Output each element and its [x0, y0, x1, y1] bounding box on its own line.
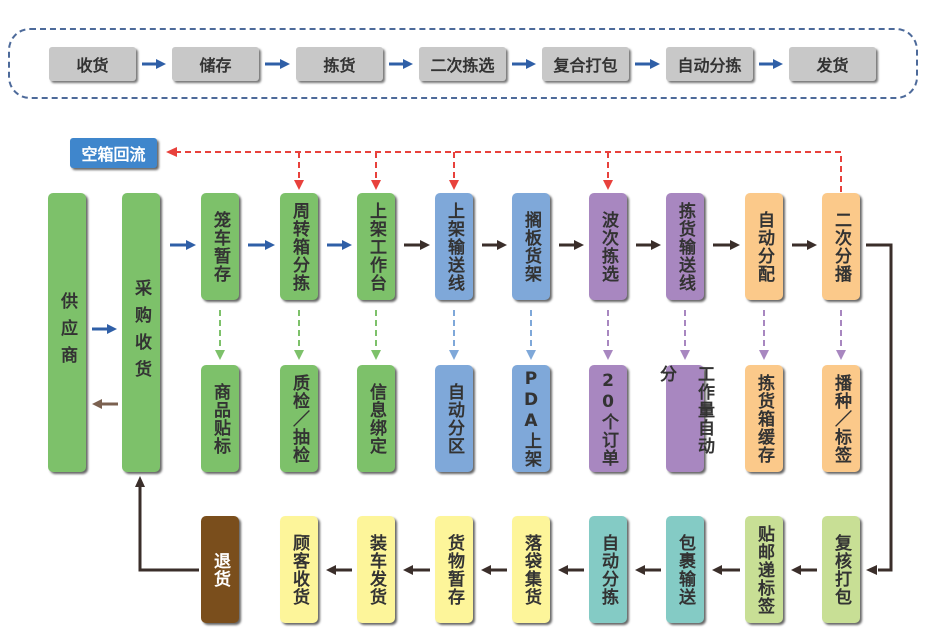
detail-node: 质检／抽检	[280, 365, 318, 472]
shipping-node: 顾客收货	[280, 516, 318, 623]
header-step: 二次拣选	[419, 47, 506, 81]
arrowhead	[526, 350, 536, 360]
arrowhead	[497, 240, 507, 250]
header-step: 拣货	[296, 47, 383, 81]
arrowhead	[730, 240, 740, 250]
process-node: 二次分播	[822, 193, 860, 300]
arrowhead	[712, 565, 722, 575]
process-node: 上架工作台	[357, 193, 395, 300]
arrowhead	[166, 147, 177, 157]
arrowhead	[403, 565, 413, 575]
arrowhead	[651, 240, 661, 250]
arrowhead	[403, 59, 413, 69]
arrowhead	[280, 59, 290, 69]
process-node: 上架输送线	[435, 193, 473, 300]
detail-node: 工作量自动分	[656, 365, 714, 472]
process-node: 拣货输送线	[666, 193, 704, 300]
header-step: 复合打包	[542, 47, 629, 81]
arrowhead	[635, 565, 645, 575]
arrowhead	[294, 180, 304, 190]
detail-node: PDA上架	[512, 365, 550, 472]
arrowhead	[866, 565, 877, 575]
arrowhead	[215, 350, 225, 360]
arrowhead	[92, 399, 102, 409]
arrowhead	[265, 240, 275, 250]
arrowhead	[807, 240, 817, 250]
header-step: 收货	[49, 47, 136, 81]
arrowhead	[680, 350, 690, 360]
detail-node: 商品贴标	[201, 365, 239, 472]
detail-node: 信息绑定	[357, 365, 395, 472]
purchase-receiving-node: 采购收货	[122, 193, 160, 472]
shipping-node: 包裹输送	[666, 516, 704, 623]
supplier-node: 供应商	[48, 193, 86, 472]
arrowhead	[773, 59, 783, 69]
process-node: 笼车暂存	[201, 193, 239, 300]
arrowhead	[135, 476, 145, 487]
shipping-node: 自动分拣	[589, 516, 627, 623]
detail-node: 自动分区	[435, 365, 473, 472]
arrowhead	[342, 240, 352, 250]
arrowhead	[574, 240, 584, 250]
arrowhead	[558, 565, 568, 575]
arrowhead	[650, 59, 660, 69]
process-node: 自动分配	[745, 193, 783, 300]
shipping-node: 退货	[201, 516, 239, 623]
arrowhead	[326, 565, 336, 575]
arrowhead	[481, 565, 491, 575]
arrowhead	[791, 565, 801, 575]
return-line	[138, 486, 199, 572]
shipping-node: 货物暂存	[435, 516, 473, 623]
top-flow-frame	[8, 28, 918, 99]
empty-box-return-node: 空箱回流	[70, 138, 157, 168]
arrowhead	[836, 350, 846, 360]
detail-node: 播种／标签	[822, 365, 860, 472]
detail-node: 20个订单	[589, 365, 627, 472]
arrowhead	[371, 350, 381, 360]
shipping-node: 复核打包	[822, 516, 860, 623]
process-node: 搁板货架	[512, 193, 550, 300]
shipping-node: 装车发货	[357, 516, 395, 623]
arrowhead	[107, 324, 117, 334]
arrowhead	[449, 180, 459, 190]
arrowhead	[759, 350, 769, 360]
detail-node: 拣货箱缓存	[745, 365, 783, 472]
header-step: 储存	[172, 47, 259, 81]
shipping-node: 贴邮递标签	[745, 516, 783, 623]
arrowhead	[186, 240, 196, 250]
arrowhead	[294, 350, 304, 360]
arrowhead	[420, 240, 430, 250]
header-step: 自动分拣	[666, 47, 753, 81]
arrowhead	[371, 180, 381, 190]
arrowhead	[156, 59, 166, 69]
process-node: 周转箱分拣	[280, 193, 318, 300]
arrowhead	[526, 59, 536, 69]
header-step: 发货	[789, 47, 876, 81]
arrowhead	[603, 180, 613, 190]
process-node: 波次拣选	[589, 193, 627, 300]
arrowhead	[603, 350, 613, 360]
arrowhead	[449, 350, 459, 360]
shipping-node: 落袋集货	[512, 516, 550, 623]
connector-line	[866, 243, 893, 572]
